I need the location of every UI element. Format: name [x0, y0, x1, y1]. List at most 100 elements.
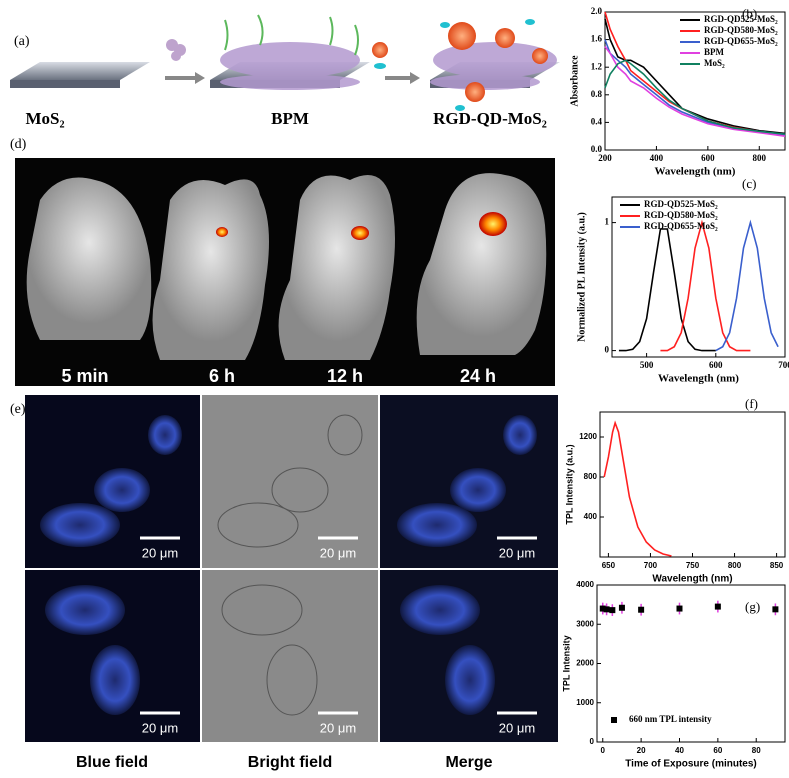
x-tick-label: 60	[713, 746, 722, 755]
y-tick-label: 1.6	[591, 34, 603, 44]
chart: (g) 0 20 40 60 80 0 1000 2000 3000 4000 Time of Exp…	[561, 580, 786, 770]
data-line	[618, 228, 716, 352]
x-tick-label: 800	[728, 561, 742, 570]
y-tick-label: 400	[584, 512, 598, 521]
data-line	[660, 219, 751, 352]
scale-label: 20 μm	[142, 720, 178, 735]
y-axis-title: Normalized PL Intensity (a.u.)	[576, 212, 587, 342]
y-tick-label: 1.2	[591, 61, 603, 71]
y-tick-label: 1	[605, 217, 610, 227]
data-line	[604, 59, 786, 135]
data-line	[604, 46, 786, 137]
qd-particles	[448, 22, 548, 102]
mice	[26, 173, 547, 360]
tumor-signal	[216, 227, 228, 237]
x-tick-label: 200	[598, 153, 612, 163]
y-tick-label: 0.0	[591, 144, 603, 154]
panel-label: (d)	[10, 137, 27, 152]
time-label: 6 h	[209, 366, 235, 386]
x-tick-label: 650	[602, 561, 616, 570]
column-label: Blue field	[76, 754, 148, 771]
rgd-icon	[374, 63, 386, 69]
peg-chains	[224, 14, 359, 56]
legend-label: RGD-QD580-MoS₂	[704, 25, 778, 35]
data-point	[638, 606, 645, 613]
data-point	[618, 604, 625, 611]
chart: (b) 200 400 600 800 0.0 0.4 0.8 1.2 1.6 2.0 Wavelen…	[569, 6, 786, 178]
y-tick-label: 0	[605, 345, 610, 355]
legend-label: RGD-QD655-MoS₂	[704, 36, 778, 46]
imaging-panel: (d) 5 min 6 h 12 h 24 h	[10, 137, 555, 386]
panel-label: (g)	[745, 599, 760, 614]
material-label: MoS₂	[25, 109, 64, 128]
legend-label: BPM	[704, 47, 725, 57]
x-tick-label: 20	[637, 746, 646, 755]
data-point	[772, 606, 779, 613]
tumor-signal	[351, 226, 369, 240]
material-label: BPM	[271, 109, 309, 128]
legend-label: MoS₂	[704, 58, 725, 68]
blue-cells	[40, 415, 537, 715]
data-line	[603, 420, 672, 557]
x-tick-label: 750	[686, 561, 700, 570]
legend-label: RGD-QD525-MoS₂	[644, 199, 718, 209]
x-tick-label: 600	[709, 360, 723, 370]
scale-label: 20 μm	[499, 545, 535, 560]
tumor-signal	[479, 212, 507, 236]
time-label: 12 h	[327, 366, 363, 386]
x-tick-label: 0	[601, 746, 606, 755]
scale-label: 20 μm	[499, 720, 535, 735]
plot-frame	[611, 196, 786, 358]
arrow-head	[410, 72, 420, 84]
y-tick-label: 0.4	[591, 116, 603, 126]
y-tick-label: 2.0	[591, 6, 603, 16]
panel-label: (b)	[742, 6, 757, 21]
mos2-sheet	[10, 62, 150, 80]
material-label: RGD-QD-MoS₂	[433, 109, 547, 128]
panel-label: (a)	[14, 34, 30, 49]
data-point	[714, 603, 721, 610]
mos2-sheet-edge	[10, 80, 120, 88]
data-point	[609, 607, 616, 614]
data-point	[599, 605, 606, 612]
x-tick-label: 700	[644, 561, 658, 570]
qd-icon	[372, 42, 388, 58]
y-tick-label: 3000	[576, 619, 594, 628]
arrow-head	[195, 72, 205, 84]
scale-label: 20 μm	[320, 545, 356, 560]
x-tick-label: 80	[752, 746, 761, 755]
cell-panel: (e) HeLa HaCaT 20 μm 20 μm 20 μm 20 μm 2…	[4, 395, 558, 771]
chart: (f) 650 700 750 800 850 400 800 1200 Wavelength (…	[564, 396, 786, 585]
rgd-coating	[430, 42, 557, 90]
scale-bars	[140, 536, 537, 715]
x-axis-title: Wavelength (nm)	[652, 574, 732, 585]
plot-frame	[604, 11, 786, 151]
bpm-protein	[166, 39, 186, 61]
y-axis-title: TPL Intensity	[561, 635, 571, 691]
panel-label: (e)	[10, 402, 26, 417]
y-axis-title: Absorbance	[569, 55, 580, 107]
x-tick-label: 400	[650, 153, 664, 163]
x-tick-label: 700	[778, 360, 789, 370]
y-tick-label: 4000	[576, 580, 594, 589]
y-tick-label: 2000	[576, 659, 594, 668]
y-tick-label: 1000	[576, 698, 594, 707]
legend-label: RGD-QD655-MoS₂	[644, 221, 718, 231]
panel-label: (f)	[745, 396, 758, 411]
schematic: (a) MoS₂ BPM RGD-QD-MoS₂	[10, 14, 560, 128]
legend-label: 660 nm TPL intensity	[629, 714, 712, 724]
y-tick-label: 1200	[579, 432, 597, 441]
bpm-coating	[220, 42, 360, 90]
legend-marker	[611, 717, 617, 723]
data-point	[676, 605, 683, 612]
time-label: 5 min	[61, 366, 108, 386]
legend-label: RGD-QD525-MoS₂	[704, 14, 778, 24]
data-line	[715, 219, 779, 352]
y-tick-label: 0	[590, 737, 595, 746]
scale-label: 20 μm	[142, 545, 178, 560]
y-tick-label: 0.8	[591, 89, 603, 99]
row-label: HaCaT	[4, 625, 25, 686]
x-tick-label: 500	[640, 360, 654, 370]
scale-label: 20 μm	[320, 720, 356, 735]
